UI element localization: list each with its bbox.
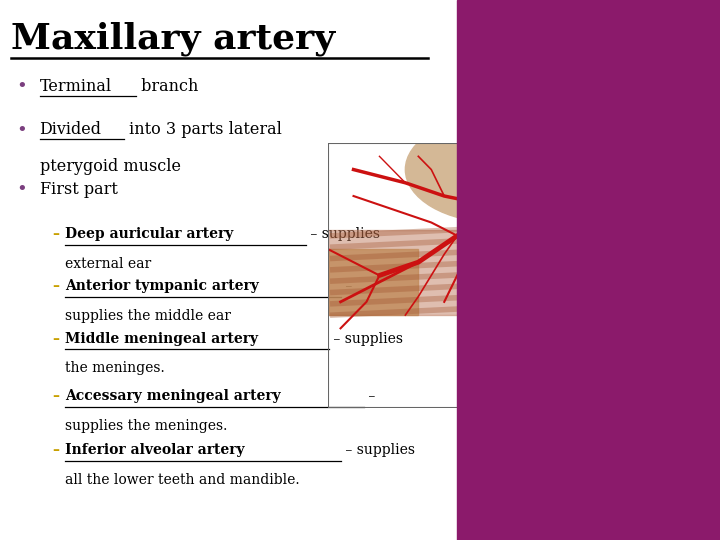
Text: Deep auricular artery: Deep auricular artery	[65, 227, 233, 241]
Text: –: –	[341, 279, 352, 293]
Text: Terminal: Terminal	[40, 78, 112, 95]
Text: –: –	[364, 389, 375, 403]
Text: external ear: external ear	[65, 256, 151, 271]
Text: the meninges.: the meninges.	[65, 361, 165, 375]
Text: Accessary meningeal artery: Accessary meningeal artery	[65, 389, 281, 403]
Text: all the lower teeth and mandible.: all the lower teeth and mandible.	[65, 472, 300, 487]
Text: into 3 parts lateral: into 3 parts lateral	[124, 121, 282, 138]
Text: –: –	[52, 279, 59, 293]
Text: supplies the middle ear: supplies the middle ear	[65, 309, 231, 323]
Text: Anterior tympanic artery: Anterior tympanic artery	[65, 279, 258, 293]
Text: pterygoid muscle: pterygoid muscle	[40, 158, 181, 175]
Text: –: –	[52, 332, 59, 346]
Text: –: –	[52, 227, 59, 241]
Text: •: •	[17, 77, 27, 96]
Text: •: •	[17, 120, 27, 139]
Text: Inferior alveolar artery: Inferior alveolar artery	[65, 443, 244, 457]
Text: supplies the meninges.: supplies the meninges.	[65, 418, 228, 433]
Text: Maxillary artery: Maxillary artery	[11, 22, 335, 56]
Text: – supplies: – supplies	[306, 227, 380, 241]
Text: •: •	[17, 180, 27, 198]
Text: Divided: Divided	[40, 121, 102, 138]
Bar	[328, 249, 418, 315]
Text: Middle meningeal artery: Middle meningeal artery	[65, 332, 258, 346]
Text: –: –	[52, 389, 59, 403]
Text: First part: First part	[40, 180, 117, 198]
Text: –: –	[52, 443, 59, 457]
Text: – supplies: – supplies	[341, 443, 415, 457]
Bar	[328, 231, 504, 315]
Text: branch: branch	[136, 78, 199, 95]
Ellipse shape	[405, 117, 587, 222]
Text: – supplies: – supplies	[329, 332, 403, 346]
